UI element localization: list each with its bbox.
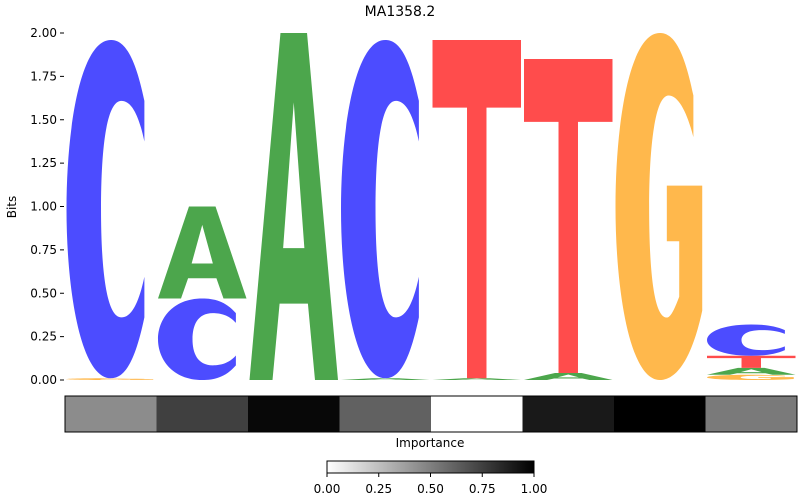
y-axis: 0.00 0.25 0.50 0.75 1.00 1.25 1.50 1.75 2.00 [30, 26, 64, 387]
logo-letter-t [432, 39, 521, 379]
logo-letter-g [615, 33, 703, 380]
importance-frame [64, 395, 798, 433]
importance-cell [614, 396, 706, 432]
colorbar-tick-label: 0.75 [469, 482, 496, 496]
logo-letter-g [66, 378, 154, 380]
logo-letter-c [158, 298, 236, 380]
logo-letter-c [707, 324, 785, 356]
logo-letter-a [249, 33, 338, 380]
logo-letter-a [524, 373, 613, 380]
logo-letter-a [158, 206, 247, 299]
importance-cell [522, 396, 614, 432]
y-tick-label: 1.50 [30, 113, 57, 127]
colorbar-tick-label: 1.00 [521, 482, 548, 496]
importance-cell [705, 396, 797, 432]
importance-cell [248, 396, 340, 432]
logo-letter-a [707, 367, 796, 375]
y-tick-label: 1.25 [30, 156, 57, 170]
importance-cell [65, 396, 157, 432]
logo-letter-a [432, 378, 521, 380]
y-axis-label: Bits [5, 196, 19, 219]
y-tick-label: 2.00 [30, 26, 57, 40]
colorbar-tick-label: 0.25 [365, 482, 392, 496]
y-tick-label: 0.00 [30, 373, 57, 387]
chart-title: MA1358.2 [365, 4, 436, 20]
importance-cell [339, 396, 431, 432]
y-tick-label: 1.00 [30, 200, 57, 214]
y-tick-label: 0.50 [30, 286, 57, 300]
importance-cell [431, 396, 523, 432]
y-tick-label: 0.25 [30, 330, 57, 344]
logo-letter-g [707, 374, 794, 380]
logo-letter-t [524, 59, 613, 374]
colorbar-tick-label: 0.50 [417, 482, 444, 496]
importance-colorbar: 0.00 0.25 0.50 0.75 1.00 [314, 460, 548, 496]
logo-letter-t [707, 355, 796, 368]
importance-heatmap [64, 395, 798, 433]
logo-letter-a [341, 378, 430, 380]
colorbar-tick-label: 0.00 [314, 482, 341, 496]
y-tick-label: 1.75 [30, 69, 57, 83]
y-tick-label: 0.75 [30, 243, 57, 257]
logo-letters [66, 33, 796, 380]
importance-cell [156, 396, 248, 432]
logo-letter-c [341, 39, 419, 379]
colorbar-gradient [326, 460, 535, 474]
logo-letter-c [66, 39, 145, 379]
importance-label: Importance [396, 436, 465, 450]
